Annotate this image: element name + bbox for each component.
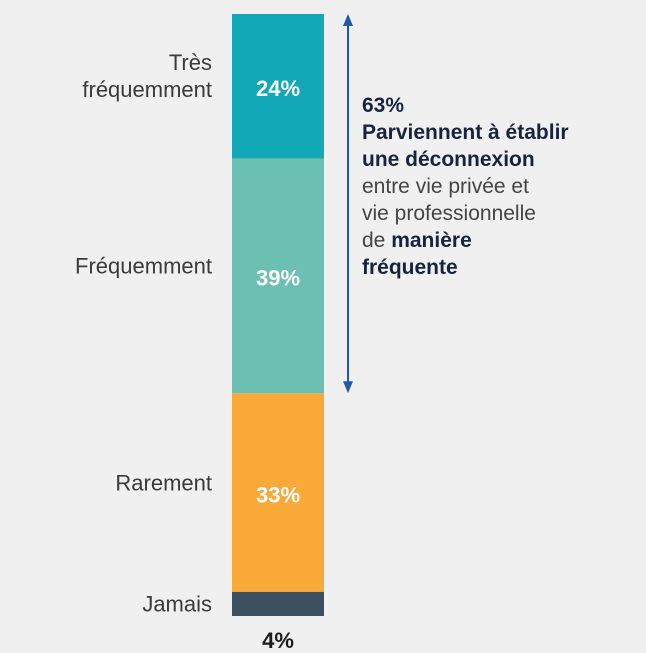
bar-segment: [232, 158, 324, 394]
bar-segment: [232, 591, 324, 616]
annotation-bold: Parviennent à établir: [362, 121, 569, 144]
annotation-bold: fréquente: [362, 256, 458, 279]
arrow-head: [343, 14, 353, 26]
category-label: Fréquemment: [75, 253, 212, 279]
category-label: Jamais: [142, 591, 212, 617]
arrow-head: [343, 381, 353, 394]
bar-segment: [232, 14, 324, 159]
category-label: Rarement: [115, 470, 212, 496]
value-label: 33%: [256, 482, 300, 507]
bar-segment: [232, 393, 324, 592]
annotation-text: vie professionnelle: [362, 202, 536, 225]
annotation-bold: manière: [391, 229, 472, 252]
annotation-bold: une déconnexion: [362, 148, 535, 171]
annotation-value: 63%: [362, 94, 405, 117]
value-label: 24%: [256, 76, 300, 101]
annotation: 63% Parviennent à établir une déconnexio…: [362, 92, 646, 281]
value-label: 4%: [262, 628, 294, 653]
annotation-text: de: [362, 229, 386, 252]
annotation-text: entre vie privée et: [362, 175, 529, 198]
category-label: Très fréquemment: [82, 50, 212, 103]
value-label: 39%: [256, 266, 300, 291]
